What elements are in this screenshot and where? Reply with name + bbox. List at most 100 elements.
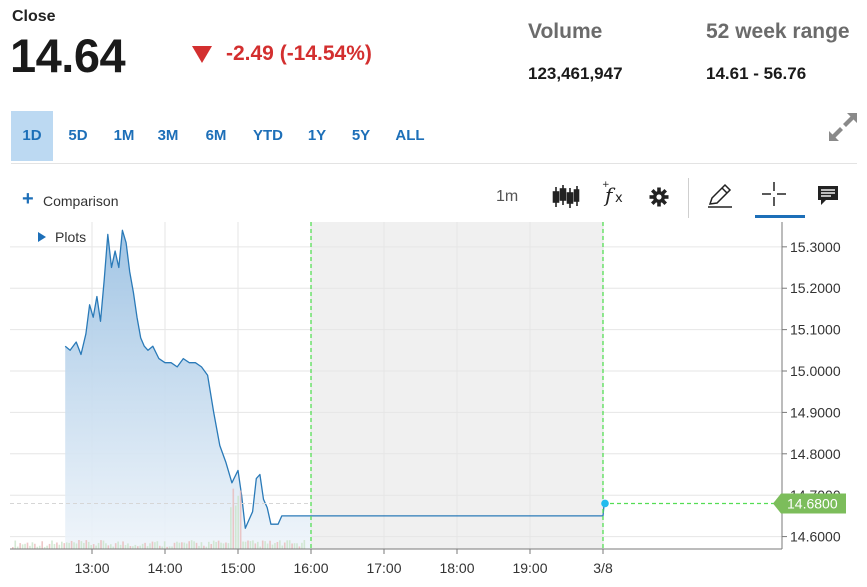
volume-bar bbox=[232, 488, 235, 549]
y-tick-label: 14.6000 bbox=[790, 529, 841, 545]
time-range-bar: 1D 5D 1M 3M 6M YTD 1Y 5Y ALL bbox=[11, 111, 857, 164]
plus-icon[interactable]: + bbox=[22, 188, 34, 210]
range-button-6m[interactable]: 6M bbox=[205, 127, 227, 144]
volume-bar bbox=[200, 542, 203, 549]
range-button-5y[interactable]: 5Y bbox=[351, 127, 371, 144]
volume-bar bbox=[225, 542, 227, 549]
range-button-ytd[interactable]: YTD bbox=[253, 127, 283, 144]
volume-bar bbox=[80, 541, 83, 549]
volume-bar bbox=[134, 544, 137, 549]
comparison-button[interactable]: Comparison bbox=[43, 193, 119, 209]
volume-bar bbox=[21, 544, 24, 549]
volume-bar bbox=[271, 544, 274, 549]
volume-bar bbox=[269, 540, 271, 549]
volume-bar bbox=[154, 542, 156, 549]
plots-toggle[interactable]: Plots bbox=[38, 229, 86, 245]
volume-bar bbox=[212, 540, 215, 549]
volume-bar bbox=[29, 545, 31, 549]
quote-header: Close 14.64 -2.49 (-14.54%) Volume 123,4… bbox=[0, 0, 867, 100]
volume-bar bbox=[176, 541, 178, 549]
volume-bar bbox=[274, 542, 276, 549]
expand-icon[interactable] bbox=[826, 110, 860, 144]
close-label: Close bbox=[12, 8, 56, 25]
volume-bar bbox=[208, 541, 210, 549]
volume-bar bbox=[185, 543, 188, 549]
plots-label: Plots bbox=[55, 229, 87, 245]
volume-bar bbox=[298, 546, 301, 549]
price-chart[interactable]: 13:00 14:00 15:00 16:00 17:00 18:00 19:00 3/8 15… bbox=[0, 222, 867, 587]
x-tick-label: 19:00 bbox=[512, 560, 547, 576]
volume-bar bbox=[107, 545, 110, 549]
toolbar-separator bbox=[688, 178, 689, 218]
volume-bar bbox=[261, 540, 264, 549]
volume-bar bbox=[124, 545, 127, 549]
interval-selector[interactable]: 1m bbox=[496, 188, 519, 205]
crosshair-icon[interactable] bbox=[760, 180, 788, 208]
range-label: 52 week range bbox=[706, 20, 850, 43]
range-button-3m[interactable]: 3M bbox=[157, 127, 179, 144]
volume-bar bbox=[222, 543, 225, 549]
volume-bar bbox=[63, 543, 66, 549]
volume-bar bbox=[58, 544, 61, 549]
y-tick-label: 15.1000 bbox=[790, 322, 841, 338]
volume-bar bbox=[168, 546, 171, 549]
volume-bar bbox=[276, 541, 279, 549]
range-button-1m[interactable]: 1M bbox=[113, 127, 135, 144]
volume-bar bbox=[90, 545, 92, 549]
volume-bar bbox=[296, 543, 298, 549]
volume-bar bbox=[173, 542, 176, 549]
y-tick-label: 14.8000 bbox=[790, 446, 841, 462]
volume-bar bbox=[87, 541, 90, 549]
volume-bar bbox=[220, 542, 222, 549]
comment-icon[interactable] bbox=[816, 184, 840, 208]
volume-bar bbox=[279, 540, 281, 549]
y-tick-label: 15.3000 bbox=[790, 239, 841, 255]
candlestick-icon[interactable] bbox=[552, 184, 580, 210]
range-value: 14.61 - 56.76 bbox=[706, 64, 807, 83]
volume-bar bbox=[34, 543, 36, 549]
volume-bar bbox=[70, 540, 73, 549]
volume-bar bbox=[105, 543, 107, 549]
volume-bar bbox=[83, 542, 85, 549]
volume-bar bbox=[139, 545, 141, 549]
volume-bar bbox=[46, 545, 48, 549]
volume-bar bbox=[293, 543, 296, 549]
volume-bar bbox=[26, 542, 29, 549]
volume-bar bbox=[203, 545, 205, 549]
price-line bbox=[64, 229, 605, 529]
pencil-icon[interactable] bbox=[706, 182, 734, 210]
volume-bar bbox=[161, 546, 164, 549]
volume-bar bbox=[190, 540, 193, 549]
volume-bar bbox=[234, 505, 237, 549]
range-button-1y[interactable]: 1Y bbox=[307, 127, 327, 144]
volume-bar bbox=[178, 542, 181, 549]
volume-bar bbox=[136, 546, 139, 549]
volume-bar bbox=[264, 541, 266, 549]
volume-bar bbox=[151, 541, 154, 549]
volume-bar bbox=[119, 544, 122, 549]
gear-icon[interactable] bbox=[648, 186, 670, 208]
volume-bar bbox=[283, 542, 286, 549]
volume-bar bbox=[97, 542, 100, 549]
volume-bar bbox=[16, 546, 19, 549]
volume-bar bbox=[198, 545, 200, 549]
volume-bar bbox=[56, 542, 58, 549]
current-price-label: 14.6800 bbox=[787, 495, 838, 511]
volume-bar bbox=[129, 546, 132, 549]
volume-bar bbox=[195, 542, 198, 549]
volume-bar bbox=[73, 542, 75, 549]
range-button-5d[interactable]: 5D bbox=[68, 127, 88, 144]
volume-bar bbox=[303, 540, 306, 549]
svg-text:x: x bbox=[615, 191, 623, 206]
range-button-1d[interactable]: 1D bbox=[11, 111, 53, 161]
volume-bar bbox=[171, 546, 173, 549]
volume-bar bbox=[183, 542, 186, 549]
volume-bar bbox=[65, 542, 68, 549]
x-tick-label: 14:00 bbox=[147, 560, 182, 576]
chart-toolbar: + Comparison 1m + f x bbox=[0, 172, 867, 220]
fx-icon[interactable]: + f x bbox=[600, 180, 628, 210]
x-tick-label: 18:00 bbox=[439, 560, 474, 576]
svg-text:+: + bbox=[602, 180, 610, 190]
range-button-all[interactable]: ALL bbox=[395, 127, 425, 144]
volume-bar bbox=[144, 542, 146, 549]
